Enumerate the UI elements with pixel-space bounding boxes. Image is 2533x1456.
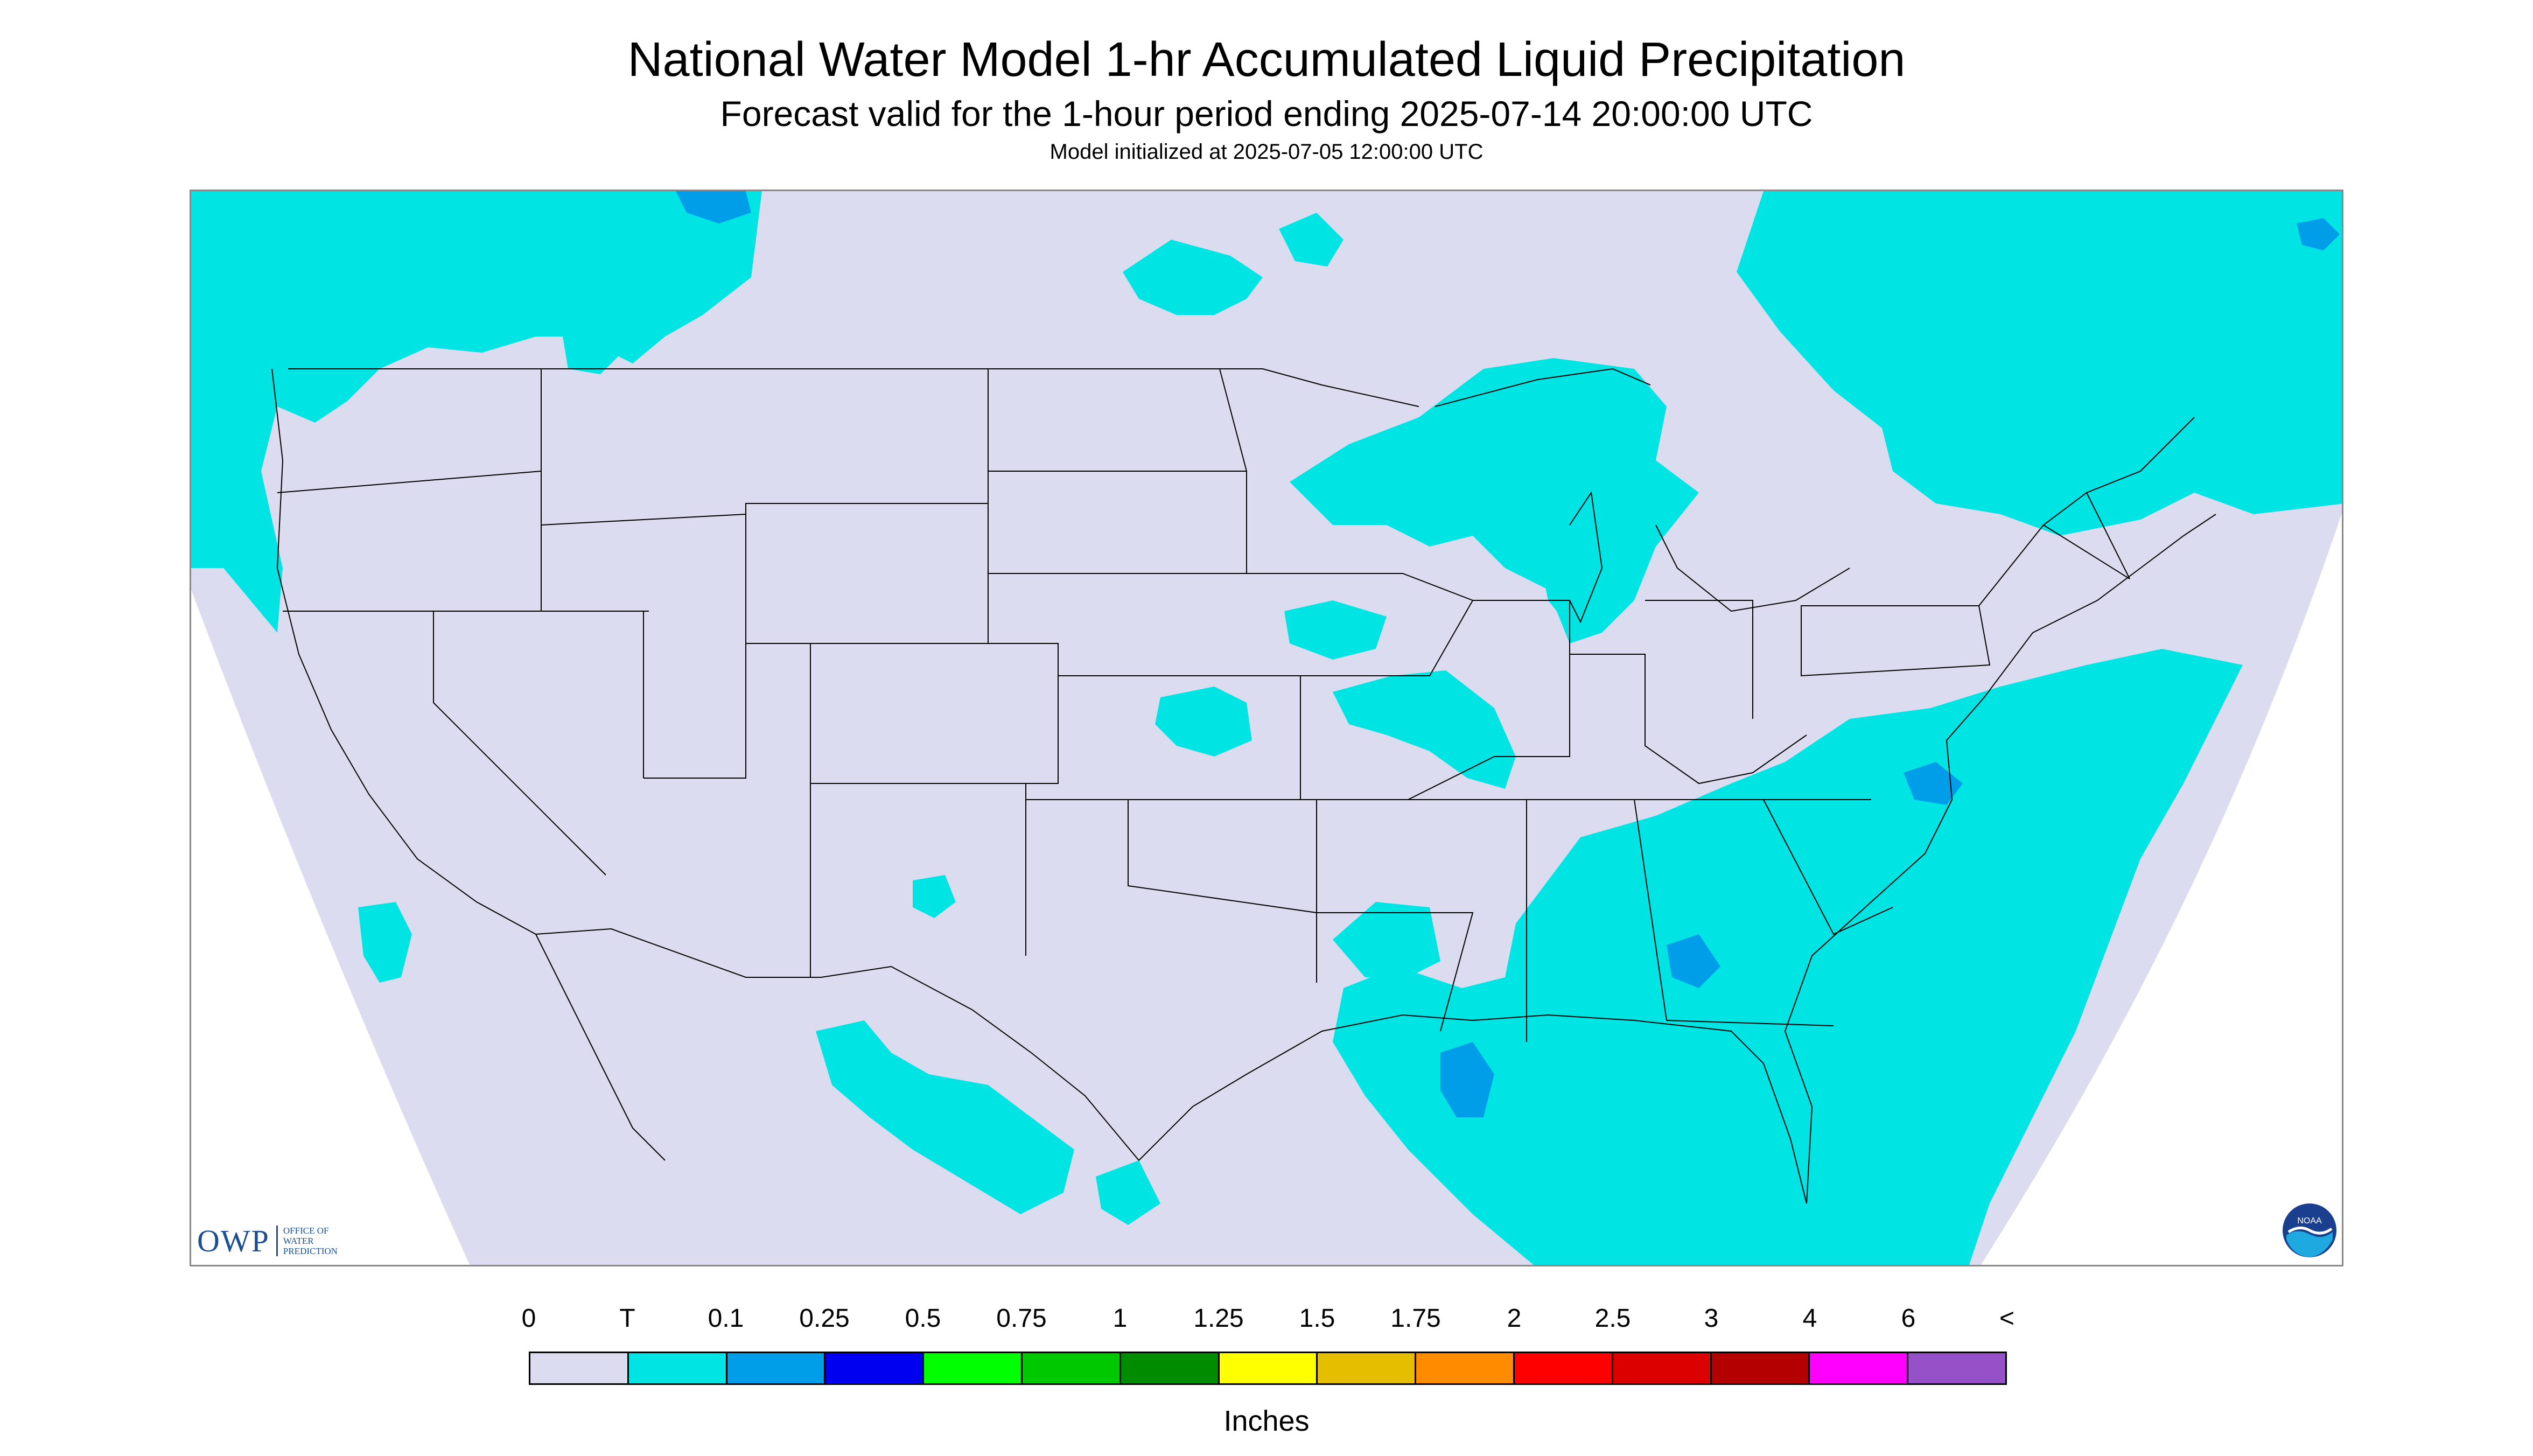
legend-tick-label: 6	[1901, 1304, 1916, 1333]
legend-swatch	[1022, 1353, 1121, 1383]
iowa-precip	[1284, 600, 1387, 660]
legend-tick-label: 1.25	[1193, 1304, 1244, 1333]
nevada-line	[433, 611, 606, 876]
georgia-light-precip	[1667, 934, 1720, 988]
legend-swatch	[1416, 1353, 1515, 1383]
trace-precip-areas	[191, 191, 2342, 1265]
ohio-pa-line	[1645, 600, 1753, 719]
mexico-precip-3	[1096, 1160, 1160, 1225]
great-lakes-precip	[1290, 358, 1699, 643]
mexico-precip	[816, 1020, 1074, 1214]
utah-line	[643, 643, 746, 779]
chesapeake-light-precip	[1904, 762, 1963, 805]
mexico-precip-2	[913, 875, 956, 918]
oklahoma-panhandle-line	[1026, 799, 1317, 913]
legend-tick-label: 1.75	[1390, 1304, 1441, 1333]
gulf-coast-precip	[1333, 902, 1440, 977]
legend-tick-label: 0.5	[905, 1304, 941, 1333]
legend-swatch	[1908, 1353, 2005, 1383]
legend-swatch	[924, 1353, 1023, 1383]
noaa-logo-text: NOAA	[2297, 1216, 2322, 1226]
indiana-ohio-line	[1570, 654, 1807, 785]
legend-swatch	[1810, 1353, 1909, 1383]
northern-plains-precip-2	[1279, 213, 1344, 267]
southeast-precip	[1333, 649, 2243, 1265]
legend-swatch	[825, 1353, 925, 1383]
montana-precip	[563, 331, 622, 374]
gulf-coast	[1138, 1014, 1807, 1204]
legend-tick-label: 1.5	[1299, 1304, 1335, 1333]
owp-logo: OWP OFFICE OF WATER PREDICTION	[197, 1221, 338, 1260]
owp-logo-word: OWP	[197, 1223, 270, 1258]
georgia-carolina-line	[1666, 799, 1893, 1026]
great-lakes-shore	[1435, 368, 1850, 624]
state-boundaries	[277, 368, 2195, 1161]
montana-south-line	[541, 514, 746, 526]
legend-tick-label: 0.75	[996, 1304, 1047, 1333]
legend-swatch	[1219, 1353, 1318, 1383]
map-canvas	[191, 191, 2342, 1265]
pennsylvania-box	[1801, 605, 1991, 677]
pacific-northwest-precip	[191, 191, 762, 633]
model-init-text: Model initialized at 2025-07-05 12:00:00…	[1049, 140, 1484, 164]
legend-swatch	[530, 1353, 629, 1383]
arkansas-line	[1317, 912, 1474, 1032]
legend-tick-label: <	[1999, 1304, 2015, 1333]
legend-swatch	[628, 1353, 727, 1383]
northeast-canada-precip	[1737, 191, 2342, 536]
legend-tick-label: T	[619, 1304, 635, 1333]
precip-color-legend	[529, 1352, 2007, 1385]
missouri-line	[1300, 676, 1495, 800]
legend-units: Inches	[1223, 1405, 1310, 1437]
legend-tick-label: 1	[1112, 1304, 1128, 1333]
legend-tick-label: 0.25	[799, 1304, 850, 1333]
legend-swatch	[727, 1353, 826, 1383]
lake-michigan-precip	[1537, 493, 1602, 627]
legend-swatch	[1613, 1353, 1712, 1383]
canada-border	[288, 368, 1419, 407]
dakotas-line	[988, 369, 1247, 574]
baja-coast	[535, 934, 666, 1161]
forecast-valid-subtitle: Forecast valid for the 1-hour period end…	[720, 94, 1813, 134]
legend-swatch	[1121, 1353, 1220, 1383]
legend-swatch	[1318, 1353, 1417, 1383]
legend-swatch	[1711, 1353, 1810, 1383]
light-precip-areas	[676, 191, 2340, 1117]
map-title: National Water Model 1-hr Accumulated Li…	[627, 33, 1906, 87]
colorado-box	[810, 643, 1059, 784]
atlantic-coast	[1784, 514, 2216, 1204]
mississippi-alabama-line	[1526, 799, 1667, 1042]
noaa-logo: NOAA	[2283, 1203, 2336, 1257]
baja-precip	[358, 902, 412, 983]
northeast-lines	[1978, 417, 2195, 606]
pacific-light-precip	[676, 191, 751, 223]
northern-plains-precip	[1123, 240, 1263, 315]
missouri-precip	[1333, 670, 1516, 789]
legend-tick-label: 4	[1802, 1304, 1817, 1333]
quebec-light-precip	[2297, 218, 2340, 250]
legend-tick-label: 2	[1507, 1304, 1522, 1333]
pacific-coast	[271, 368, 536, 935]
mexico-border	[535, 928, 1139, 1161]
illinois-line	[1473, 600, 1570, 757]
owp-logo-subtitle: OFFICE OF WATER PREDICTION	[276, 1225, 338, 1256]
coastlines	[271, 368, 2216, 1204]
legend-tick-label: 2.5	[1594, 1304, 1631, 1333]
kansas-precip	[1155, 687, 1252, 757]
gulf-light-precip	[1440, 1042, 1494, 1117]
legend-swatch	[1514, 1353, 1613, 1383]
legend-tick-label: 3	[1704, 1304, 1719, 1333]
wa-or-line	[277, 471, 542, 493]
legend-tick-label: 0.1	[708, 1304, 744, 1333]
legend-tick-label: 0	[521, 1304, 536, 1333]
precipitation-map	[190, 190, 2343, 1266]
